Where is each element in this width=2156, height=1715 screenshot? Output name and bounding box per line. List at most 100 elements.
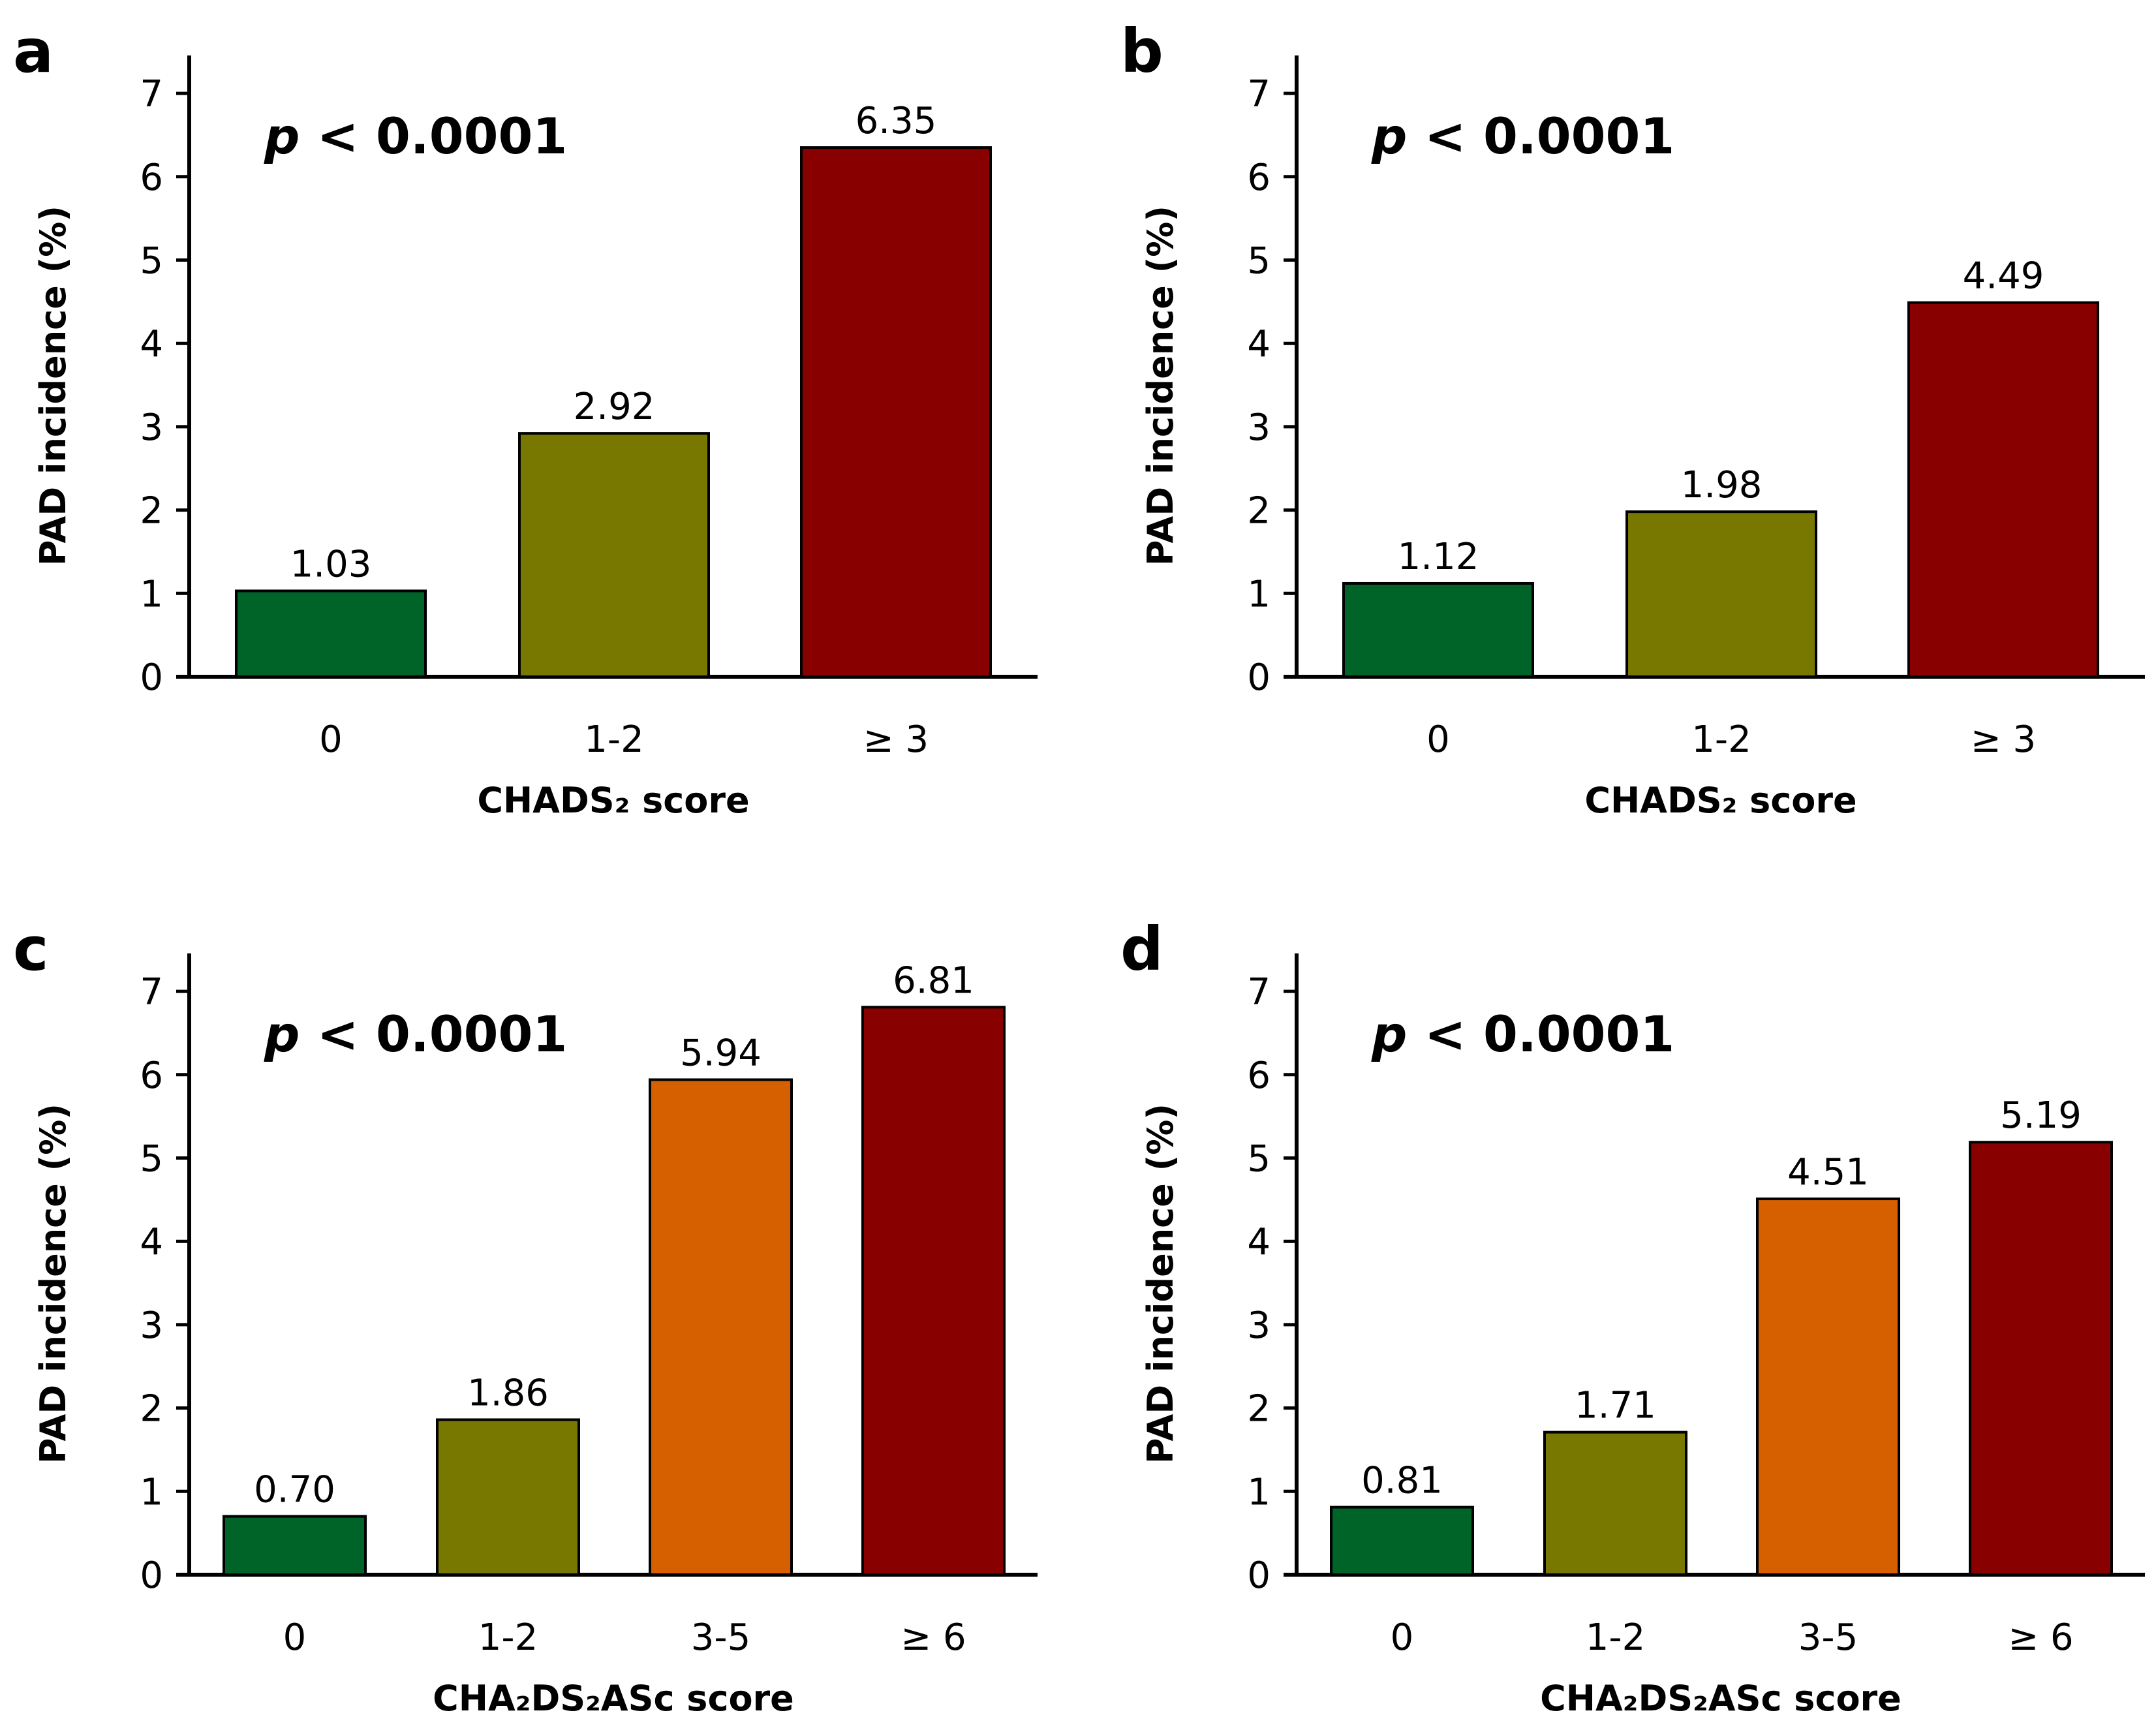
data-label: 6.35 bbox=[855, 100, 937, 142]
bar bbox=[1907, 301, 2099, 678]
y-tick-label: 5 bbox=[1247, 1138, 1270, 1181]
x-axis-title: CHA₂DS₂ASc score bbox=[1540, 1678, 1902, 1715]
x-tick-label: 1-2 bbox=[478, 1616, 538, 1659]
p-symbol: p bbox=[264, 1005, 300, 1063]
bar bbox=[1625, 510, 1817, 678]
x-tick-label: 0 bbox=[319, 718, 343, 761]
y-tick-label: 2 bbox=[1247, 490, 1270, 533]
y-tick-label: 0 bbox=[1247, 1554, 1270, 1597]
p-symbol: p bbox=[1371, 1005, 1407, 1063]
data-label: 6.81 bbox=[893, 959, 974, 1002]
y-axis-title: PAD incidence (%) bbox=[1140, 206, 1181, 566]
y-tick-label: 5 bbox=[1247, 240, 1270, 283]
x-tick-label: ≥ 3 bbox=[1971, 718, 2036, 761]
p-value-annotation: p < 0.0001 bbox=[264, 1005, 567, 1063]
bar bbox=[1756, 1197, 1900, 1576]
panel-letter: a bbox=[13, 16, 54, 86]
x-axis-title: CHADS₂ score bbox=[1584, 780, 1856, 821]
y-tick-label: 7 bbox=[140, 971, 163, 1013]
panel-c: c 0 1 2 3 4 5 6 7 0.70 0 1.86 1-2 5.94 3-5 6.81 ≥ 6 p < 0… bbox=[13, 914, 1038, 1715]
panel-a: a 0 1 2 3 4 5 6 7 1.03 0 2.92 1-2 6.35 ≥ 3 p < 0.0001 CH… bbox=[13, 16, 1038, 821]
y-tick-label: 6 bbox=[140, 1055, 163, 1097]
y-tick-label: 1 bbox=[1247, 573, 1270, 615]
p-value-text: < 0.0001 bbox=[1407, 1005, 1674, 1063]
y-axis-title: PAD incidence (%) bbox=[33, 206, 74, 566]
y-tick-label: 1 bbox=[1247, 1471, 1270, 1513]
x-tick-label: ≥ 6 bbox=[901, 1616, 966, 1659]
y-axis-title: PAD incidence (%) bbox=[33, 1104, 74, 1464]
p-value-text: < 0.0001 bbox=[300, 1005, 567, 1063]
data-label: 1.98 bbox=[1681, 464, 1763, 506]
data-label: 1.03 bbox=[290, 543, 372, 585]
y-tick-label: 1 bbox=[140, 1471, 163, 1513]
p-value-text: < 0.0001 bbox=[300, 107, 567, 165]
x-tick-label: 3-5 bbox=[691, 1616, 750, 1659]
y-tick-label: 6 bbox=[1247, 157, 1270, 199]
y-tick-label: 3 bbox=[1247, 407, 1270, 449]
p-value-annotation: p < 0.0001 bbox=[264, 107, 567, 165]
data-label: 1.86 bbox=[467, 1372, 549, 1414]
panel-b: b 0 1 2 3 4 5 6 7 1.12 0 1.98 1-2 4.49 ≥ 3 p < 0.0001 CH… bbox=[1120, 16, 2145, 821]
y-tick-label: 6 bbox=[1247, 1055, 1270, 1097]
bar bbox=[223, 1515, 367, 1576]
y-tick-label: 2 bbox=[140, 1388, 163, 1430]
y-tick-label: 3 bbox=[140, 407, 163, 449]
bar bbox=[1330, 1506, 1474, 1576]
y-tick-label: 4 bbox=[1247, 1221, 1270, 1263]
data-label: 0.81 bbox=[1361, 1460, 1443, 1502]
x-tick-label: 1-2 bbox=[584, 718, 643, 761]
data-label: 1.71 bbox=[1575, 1385, 1656, 1427]
x-axis-title: CHADS₂ score bbox=[477, 780, 749, 821]
y-tick-label: 3 bbox=[1247, 1305, 1270, 1347]
x-axis-title: CHA₂DS₂ASc score bbox=[433, 1678, 794, 1715]
y-tick-label: 7 bbox=[140, 73, 163, 116]
y-tick-label: 3 bbox=[140, 1305, 163, 1347]
panel-d: d 0 1 2 3 4 5 6 7 0.81 0 1.71 1-2 4.51 3-5 5.19 ≥ 6 p < 0… bbox=[1120, 914, 2145, 1715]
bar bbox=[861, 1006, 1006, 1577]
y-tick-label: 0 bbox=[140, 1554, 163, 1597]
bar bbox=[518, 432, 710, 679]
p-value-text: < 0.0001 bbox=[1407, 107, 1674, 165]
y-tick-label: 2 bbox=[1247, 1388, 1270, 1430]
y-tick-label: 0 bbox=[1247, 657, 1270, 699]
p-symbol: p bbox=[264, 107, 300, 165]
data-label: 5.19 bbox=[2000, 1094, 2082, 1137]
data-label: 4.49 bbox=[1963, 255, 2044, 298]
y-axis-title: PAD incidence (%) bbox=[1140, 1104, 1181, 1464]
x-tick-label: 3-5 bbox=[1798, 1616, 1858, 1659]
bar bbox=[1543, 1430, 1687, 1576]
x-tick-label: ≥ 3 bbox=[863, 718, 929, 761]
data-label: 1.12 bbox=[1398, 536, 1479, 578]
p-value-annotation: p < 0.0001 bbox=[1371, 107, 1674, 165]
x-tick-label: 1-2 bbox=[1586, 1616, 1645, 1659]
data-label: 5.94 bbox=[680, 1032, 762, 1074]
y-tick-label: 1 bbox=[140, 573, 163, 615]
bar bbox=[235, 589, 427, 678]
y-tick-label: 0 bbox=[140, 657, 163, 699]
y-tick-label: 5 bbox=[140, 240, 163, 283]
data-label: 0.70 bbox=[254, 1469, 335, 1511]
y-tick-label: 5 bbox=[140, 1138, 163, 1181]
data-label: 4.51 bbox=[1787, 1151, 1869, 1194]
panel-letter: c bbox=[13, 914, 49, 984]
x-tick-label: 0 bbox=[1391, 1616, 1414, 1659]
y-tick-label: 4 bbox=[1247, 323, 1270, 365]
y-tick-label: 6 bbox=[140, 157, 163, 199]
x-tick-label: ≥ 6 bbox=[2008, 1616, 2073, 1659]
y-tick-label: 2 bbox=[140, 490, 163, 533]
x-tick-label: 0 bbox=[283, 1616, 307, 1659]
bar bbox=[800, 146, 992, 679]
bar bbox=[1342, 581, 1534, 679]
y-tick-label: 7 bbox=[1247, 971, 1270, 1013]
y-tick-label: 7 bbox=[1247, 73, 1270, 116]
p-value-annotation: p < 0.0001 bbox=[1371, 1005, 1674, 1063]
y-tick-label: 4 bbox=[140, 323, 163, 365]
data-label: 2.92 bbox=[574, 386, 655, 428]
x-tick-label: 1-2 bbox=[1691, 718, 1751, 761]
bar bbox=[1969, 1141, 2113, 1576]
panel-letter: d bbox=[1120, 914, 1163, 984]
panel-letter: b bbox=[1120, 16, 1163, 86]
y-tick-label: 4 bbox=[140, 1221, 163, 1263]
bar bbox=[649, 1078, 793, 1577]
